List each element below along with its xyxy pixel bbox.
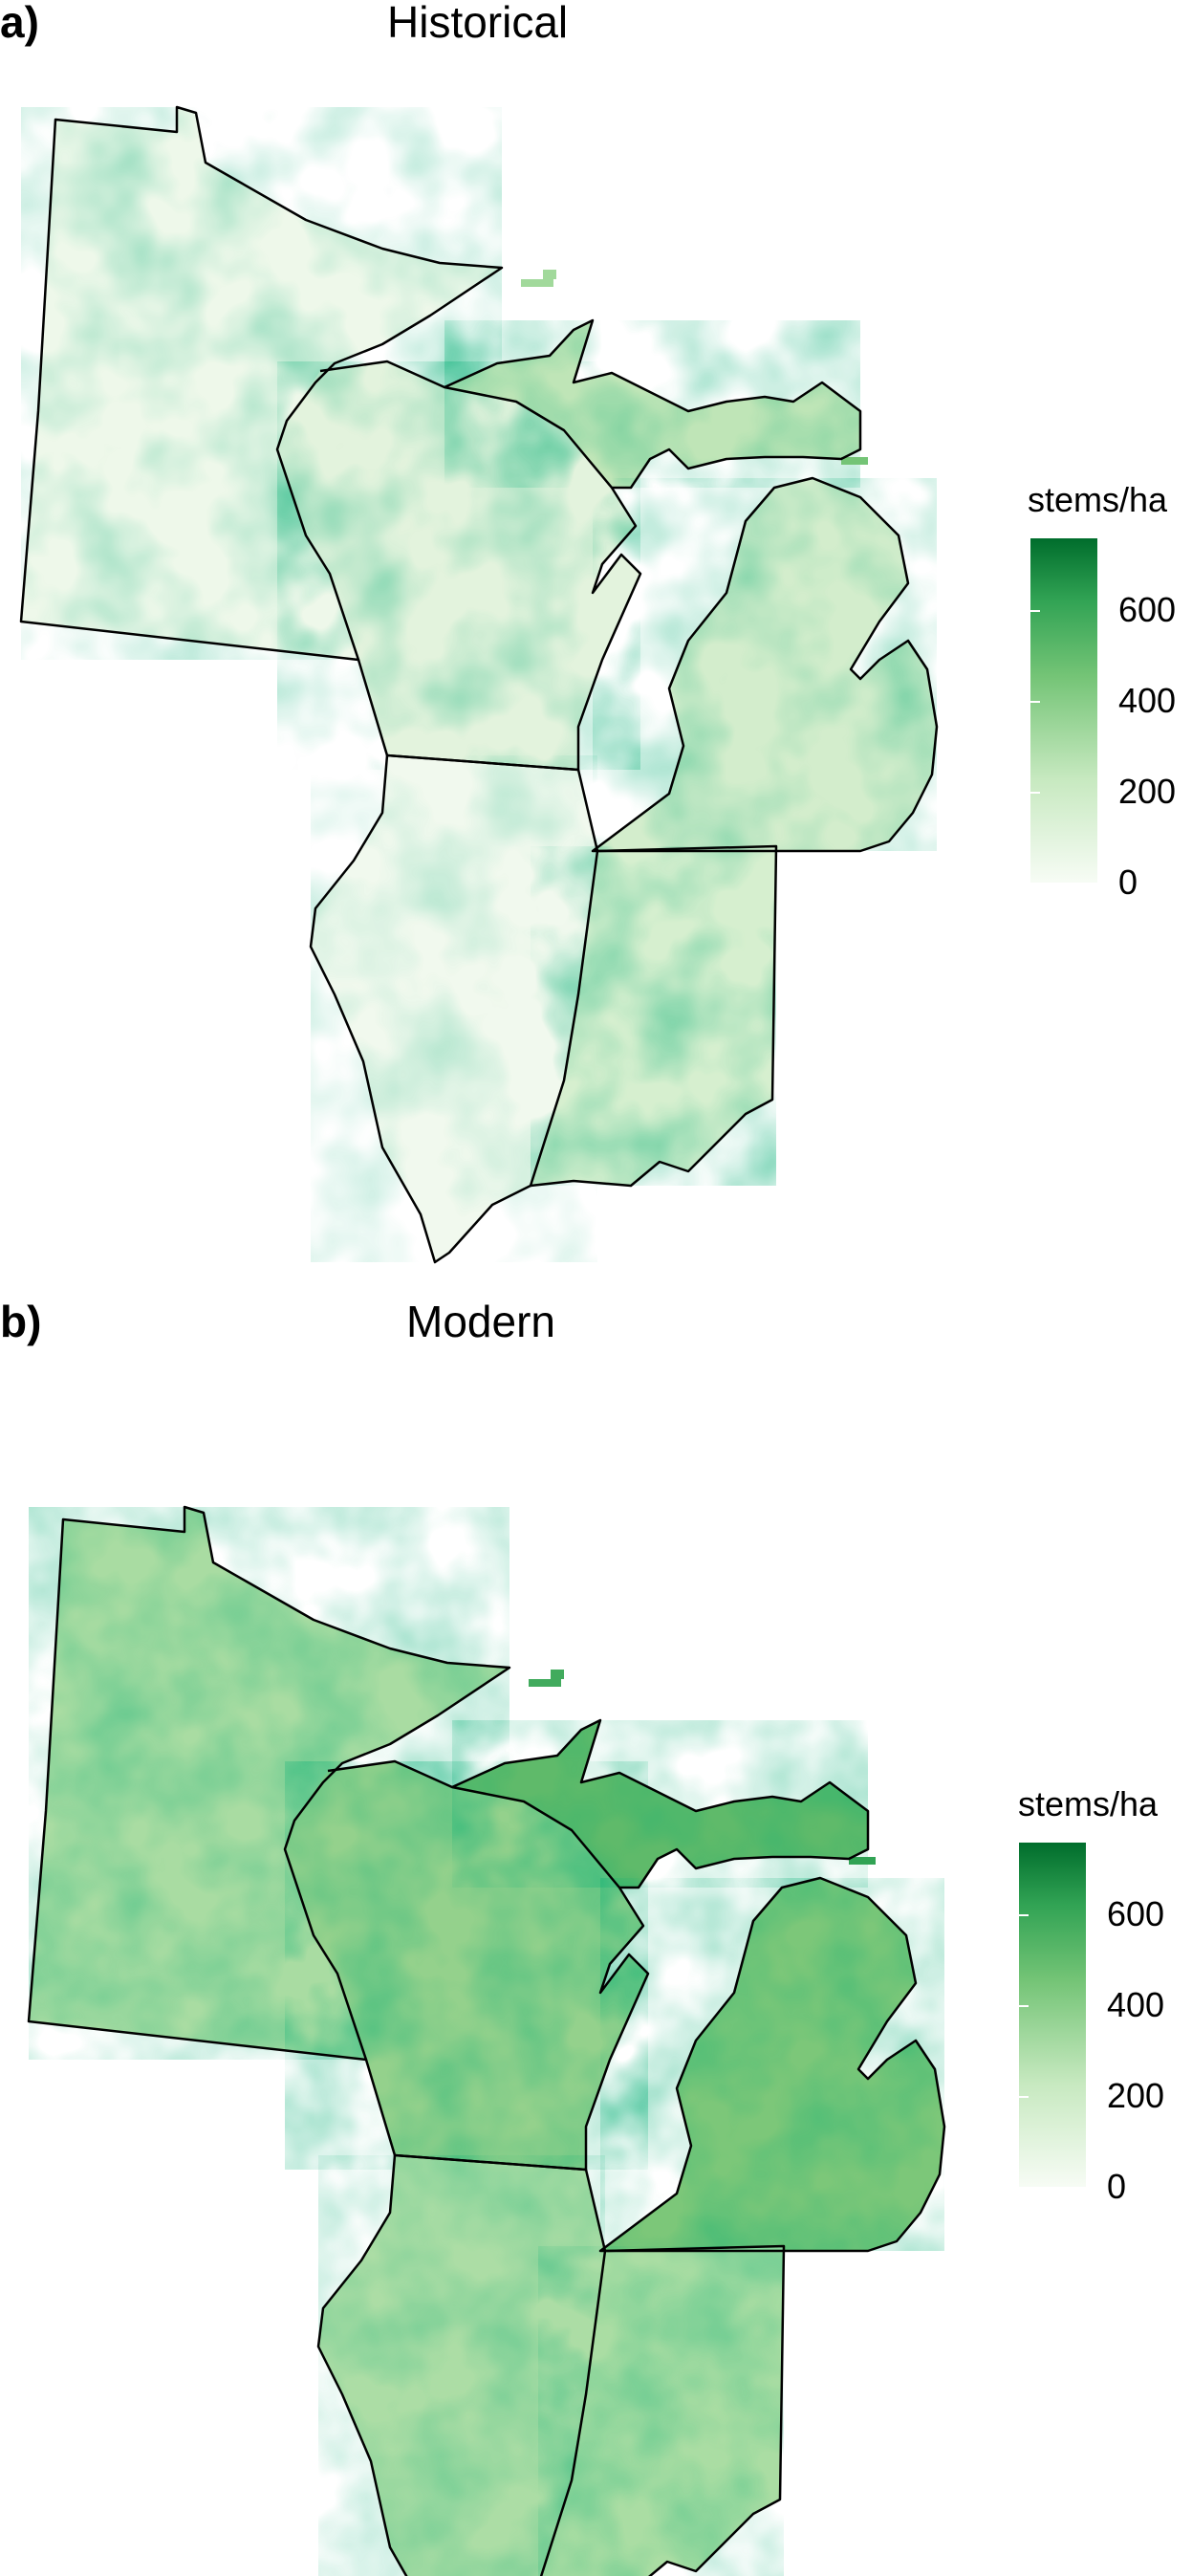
modern-panel: b) Modern [0, 1288, 1192, 2576]
panel-label: a) [0, 0, 39, 47]
state-michigan-lower [593, 478, 937, 851]
state-wisconsin [277, 361, 640, 770]
state-indiana [541, 2246, 784, 2576]
historical-density-map [19, 105, 939, 1264]
state-wisconsin [285, 1761, 648, 2170]
state-michigan-upper [452, 1720, 868, 1888]
legend-tick-label: 600 [1118, 590, 1177, 629]
state-illinois [311, 755, 597, 1262]
state-outlines [19, 105, 939, 1264]
state-michigan-lower [600, 1878, 944, 2251]
state-indiana [531, 846, 776, 1186]
legend-tick-label: 0 [1107, 2167, 1127, 2206]
state-outlines [27, 1505, 946, 2576]
legend-colorbar [1019, 1843, 1086, 2187]
legend-title: stems/ha [1018, 1784, 1159, 1823]
state-minnesota [29, 1507, 509, 2060]
legend-tick-label: 400 [1107, 1985, 1165, 2024]
legend-tick-label: 400 [1118, 681, 1177, 720]
legend-title: stems/ha [1028, 480, 1168, 519]
panel-title: Historical [387, 0, 569, 47]
legend-tick-label: 600 [1107, 1894, 1165, 1933]
modern-density-map [27, 1505, 946, 2576]
legend-tick-label: 0 [1118, 862, 1138, 902]
panel-title: Modern [406, 1297, 555, 1346]
isle-royale [529, 1679, 561, 1687]
panel-label: b) [0, 1297, 42, 1346]
legend-tick-label: 200 [1118, 772, 1177, 811]
legend-colorbar [1030, 538, 1097, 883]
historical-panel: a) Historical [0, 0, 1177, 1264]
state-illinois [318, 2155, 605, 2576]
isle-royale [521, 279, 553, 287]
state-michigan-upper [444, 320, 860, 488]
legend-tick-label: 200 [1107, 2076, 1165, 2115]
state-minnesota [21, 107, 502, 660]
